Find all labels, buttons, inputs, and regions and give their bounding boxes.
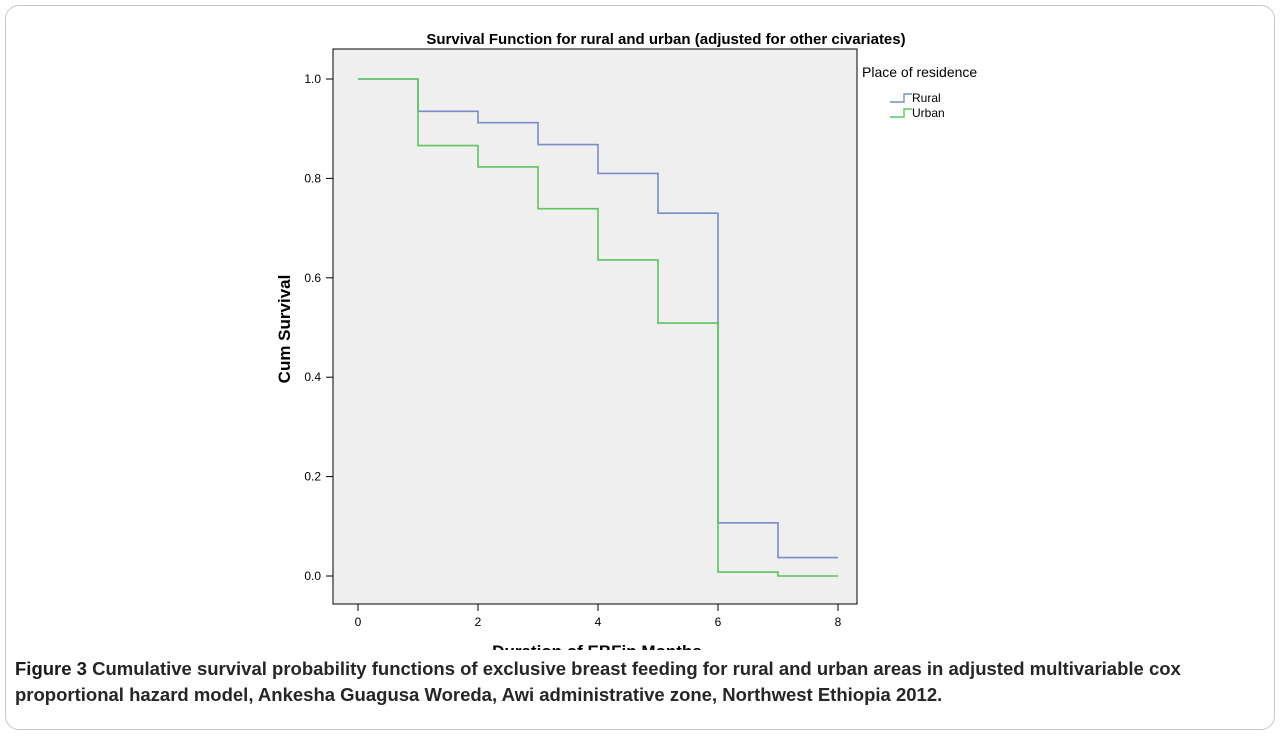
caption-label: Figure 3 xyxy=(15,658,87,679)
legend-title: Place of residence xyxy=(862,64,977,80)
y-tick-label: 0.6 xyxy=(304,271,321,285)
chart-title: Survival Function for rural and urban (a… xyxy=(426,31,905,48)
legend-label-rural: Rural xyxy=(912,91,941,105)
legend-label-urban: Urban xyxy=(912,106,945,120)
plot-area xyxy=(332,48,858,605)
figure-caption: Figure 3 Cumulative survival probability… xyxy=(15,656,1265,708)
survival-chart: Survival Function for rural and urban (a… xyxy=(275,31,977,650)
series-layer xyxy=(358,78,838,577)
y-tick-label: 0.2 xyxy=(304,470,321,484)
x-tick-label: 6 xyxy=(715,615,722,629)
y-tick-label: 0.0 xyxy=(304,569,321,583)
axes: 0.0 0.2 0.4 0.6 0.8 1.0 0 2 4 6 8 xyxy=(304,72,841,629)
x-tick-label: 2 xyxy=(475,615,482,629)
x-axis-label: Duration of EBFin Months xyxy=(492,642,702,650)
legend-swatch-rural xyxy=(890,93,912,103)
y-axis-label: Cum Survival xyxy=(275,275,294,384)
caption-text: Cumulative survival probability function… xyxy=(15,658,1181,705)
legend-swatch-urban xyxy=(890,108,912,118)
x-tick-label: 0 xyxy=(355,615,362,629)
series-line-rural xyxy=(358,78,838,559)
x-tick-label: 4 xyxy=(595,615,602,629)
y-tick-label: 1.0 xyxy=(304,72,321,86)
series-line-urban xyxy=(358,78,838,577)
x-tick-label: 8 xyxy=(835,615,842,629)
y-tick-label: 0.8 xyxy=(304,171,321,185)
y-tick-label: 0.4 xyxy=(304,370,321,384)
